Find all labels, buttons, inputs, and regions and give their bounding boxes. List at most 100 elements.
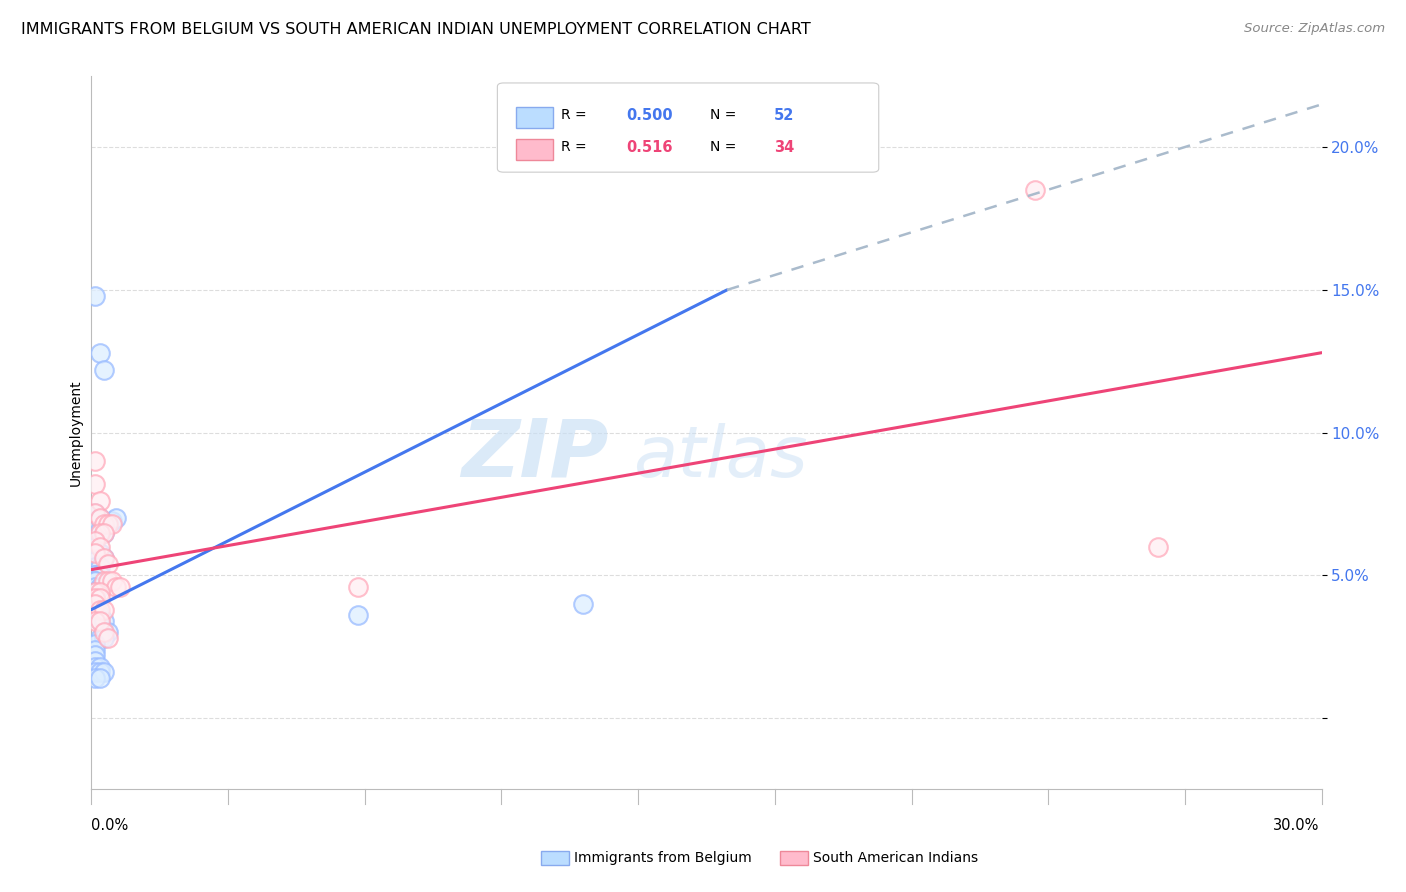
Point [84, 568, 107, 582]
Point [89, 585, 111, 599]
Text: R =: R = [561, 108, 592, 122]
Point [84, 602, 107, 616]
Text: ZIP: ZIP [461, 415, 607, 493]
Point [84, 642, 107, 657]
Point [84, 648, 107, 663]
Point [89, 523, 111, 537]
Point [105, 580, 127, 594]
Text: 52: 52 [775, 108, 794, 122]
Point [84, 591, 107, 606]
Point [89, 540, 111, 554]
Point [97, 631, 120, 645]
Point [84, 580, 107, 594]
Point [84, 591, 107, 606]
Point [89, 525, 111, 540]
Point [89, 614, 111, 628]
Point [97, 516, 120, 531]
Point [93, 625, 115, 640]
Point [84, 506, 107, 520]
Point [84, 477, 107, 491]
Point [84, 671, 107, 685]
Point [97, 625, 120, 640]
Point [93, 625, 115, 640]
Point [105, 511, 127, 525]
Point [84, 585, 107, 599]
Point [84, 608, 107, 623]
Text: atlas: atlas [633, 423, 807, 492]
Point [93, 551, 115, 566]
Point [89, 671, 111, 685]
FancyBboxPatch shape [516, 138, 553, 160]
Text: South American Indians: South American Indians [813, 851, 977, 865]
Text: 34: 34 [775, 140, 794, 154]
Point [84, 614, 107, 628]
Text: N =: N = [710, 108, 741, 122]
Point [101, 514, 124, 528]
Point [93, 516, 115, 531]
Point [84, 540, 107, 554]
Point [89, 602, 111, 616]
Point [84, 506, 107, 520]
Point [84, 591, 107, 606]
Point [97, 557, 120, 571]
Point [84, 559, 107, 574]
Point [84, 534, 107, 549]
Point [84, 659, 107, 673]
Point [84, 597, 107, 611]
Point [84, 554, 107, 568]
Point [347, 608, 370, 623]
Point [84, 516, 107, 531]
Text: 30.0%: 30.0% [1272, 818, 1319, 832]
FancyBboxPatch shape [498, 83, 879, 172]
Point [84, 574, 107, 588]
Point [84, 637, 107, 651]
Text: Immigrants from Belgium: Immigrants from Belgium [574, 851, 751, 865]
Point [93, 551, 115, 566]
Point [89, 665, 111, 680]
Point [84, 545, 107, 559]
Point [89, 591, 111, 606]
Point [93, 525, 115, 540]
FancyBboxPatch shape [516, 106, 553, 128]
Text: R =: R = [561, 140, 592, 154]
Point [89, 494, 111, 508]
Point [93, 525, 115, 540]
Point [101, 516, 124, 531]
Text: N =: N = [710, 140, 741, 154]
Point [93, 614, 115, 628]
Point [84, 597, 107, 611]
Point [89, 608, 111, 623]
Point [1146, 540, 1168, 554]
Point [89, 580, 111, 594]
Point [89, 545, 111, 559]
Point [1024, 183, 1046, 197]
Point [89, 345, 111, 359]
Point [89, 511, 111, 525]
Point [89, 614, 111, 628]
Point [93, 665, 115, 680]
Point [89, 659, 111, 673]
Point [84, 654, 107, 668]
Point [89, 568, 111, 582]
Point [347, 580, 370, 594]
Point [89, 631, 111, 645]
Point [572, 597, 595, 611]
Point [84, 574, 107, 588]
Point [84, 665, 107, 680]
Point [97, 574, 120, 588]
Point [89, 511, 111, 525]
Point [93, 631, 115, 645]
Text: 0.0%: 0.0% [91, 818, 128, 832]
Point [93, 602, 115, 616]
Point [84, 597, 107, 611]
Text: 0.516: 0.516 [627, 140, 673, 154]
Point [84, 454, 107, 468]
Text: Source: ZipAtlas.com: Source: ZipAtlas.com [1244, 22, 1385, 36]
Point [89, 559, 111, 574]
Point [84, 288, 107, 302]
Point [84, 585, 107, 599]
Point [108, 580, 131, 594]
Point [101, 574, 124, 588]
Point [93, 363, 115, 377]
Point [84, 568, 107, 582]
